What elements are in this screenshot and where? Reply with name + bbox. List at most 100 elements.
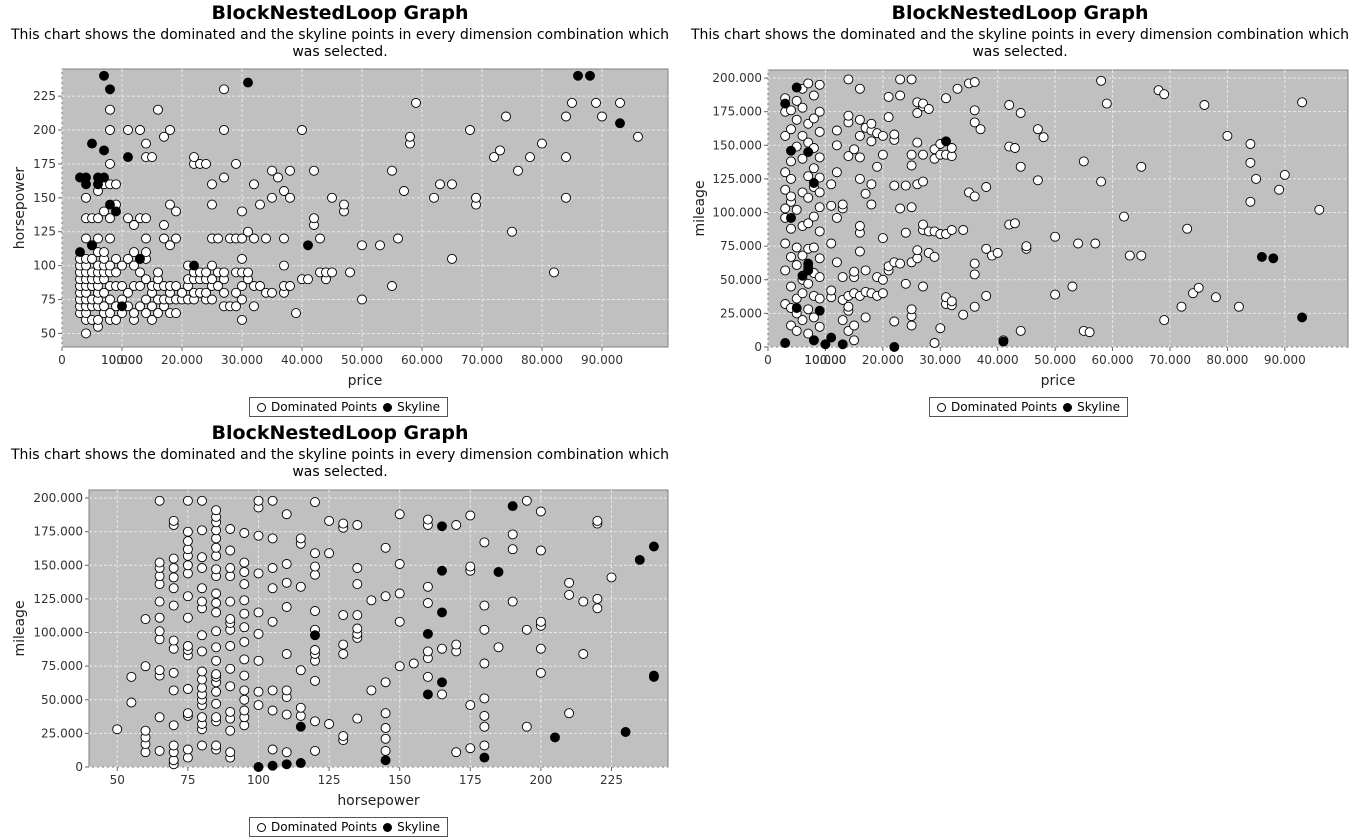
dominated-point: [437, 643, 447, 654]
dominated-series: [112, 495, 617, 770]
y-tick-label: 150: [33, 191, 56, 205]
legend-label-dominated: Dominated Points: [951, 400, 1058, 414]
dominated-point: [123, 125, 133, 135]
dominated-point: [253, 628, 264, 639]
dominated-point: [422, 514, 433, 525]
x-tick-label: 20.000: [862, 353, 904, 367]
y-tick-label: 175: [33, 157, 56, 171]
dominated-point: [889, 129, 900, 140]
dominated-point: [380, 723, 391, 733]
x-tick-label: 150: [388, 773, 411, 787]
skyline-point: [99, 145, 109, 156]
dominated-point: [906, 304, 917, 315]
dominated-point: [780, 265, 791, 276]
dominated-point: [877, 288, 888, 299]
dominated-point: [633, 131, 643, 142]
dominated-point: [249, 301, 259, 312]
dominated-point: [141, 213, 151, 224]
dominated-series: [780, 74, 1325, 348]
dominated-point: [591, 97, 601, 108]
dominated-point: [285, 281, 295, 291]
chart-legend: Dominated Points Skyline: [929, 397, 1129, 417]
dominated-point: [327, 192, 337, 203]
x-tick-label: 0: [764, 353, 772, 367]
dominated-point: [267, 744, 278, 755]
dominated-point: [380, 677, 391, 688]
dominated-point: [564, 577, 575, 588]
x-tick-label: 70.000: [461, 353, 503, 367]
dominated-point: [1073, 238, 1084, 249]
y-tick-label: 75: [41, 293, 56, 307]
skyline-point: [550, 732, 560, 743]
dominated-point: [267, 533, 278, 544]
dominated-point: [168, 553, 179, 564]
dominated-point: [366, 685, 377, 696]
dominated-point: [946, 296, 957, 307]
x-tick-label: 30.000: [221, 353, 263, 367]
dominated-point: [147, 301, 157, 312]
dominated-point: [153, 308, 163, 319]
dominated-point: [111, 179, 121, 190]
dominated-point: [165, 240, 175, 251]
dominated-point: [564, 708, 575, 719]
skyline-point: [437, 677, 447, 688]
dominated-point: [479, 740, 490, 751]
dominated-point: [786, 281, 796, 292]
dominated-point: [408, 658, 419, 669]
dominated-point: [479, 537, 490, 548]
dominated-point: [295, 665, 306, 676]
skyline-point: [117, 301, 127, 312]
dominated-point: [535, 643, 546, 654]
x-tick-label: 50: [110, 773, 125, 787]
dominated-point: [93, 233, 103, 244]
dominated-point: [935, 323, 946, 334]
dominated-point: [141, 294, 151, 305]
dominated-point: [126, 671, 137, 682]
dominated-point: [578, 596, 589, 607]
x-tick-label: 40.000: [977, 353, 1019, 367]
dominated-point: [197, 552, 207, 563]
dominated-point: [803, 78, 814, 89]
dominated-point: [831, 212, 842, 223]
dominated-point: [81, 192, 91, 203]
dominated-point: [1084, 327, 1095, 338]
dominated-point: [279, 186, 289, 196]
y-axis-label: mileage: [692, 180, 708, 236]
dominated-point: [168, 600, 179, 611]
dominated-point: [797, 102, 808, 113]
dominated-point: [211, 698, 222, 709]
dominated-point: [267, 583, 278, 594]
skyline-point: [808, 178, 819, 188]
dominated-point: [237, 253, 247, 264]
dominated-point: [225, 563, 236, 573]
y-tick-label: 50.000: [720, 273, 762, 287]
dominated-point: [168, 685, 179, 696]
dominated-point: [267, 192, 277, 203]
dominated-point: [1032, 175, 1043, 186]
dominated-point: [168, 563, 179, 573]
dominated-point: [1233, 301, 1244, 312]
dominated-point: [239, 622, 250, 633]
dominated-point: [171, 308, 181, 319]
skyline-point: [437, 607, 447, 618]
dominated-point: [969, 105, 980, 116]
skyline-point: [87, 138, 97, 149]
dominated-point: [597, 111, 607, 122]
dominated-point: [803, 278, 814, 289]
x-axis-label: price: [348, 373, 383, 389]
dominated-point: [352, 713, 363, 724]
x-tick-label: 10.000: [804, 353, 846, 367]
dominated-point: [849, 335, 860, 346]
dominated-point: [1274, 184, 1285, 195]
dominated-point: [969, 269, 980, 280]
dominated-point: [992, 247, 1003, 258]
dominated-point: [814, 253, 825, 264]
dominated-point: [310, 497, 320, 508]
dominated-point: [140, 725, 151, 736]
x-tick-label: 90.000: [1264, 353, 1306, 367]
dominated-point: [877, 130, 888, 141]
dominated-point: [826, 285, 837, 296]
dominated-point: [791, 95, 802, 106]
skyline-point: [837, 339, 848, 350]
dominated-point: [507, 529, 518, 540]
